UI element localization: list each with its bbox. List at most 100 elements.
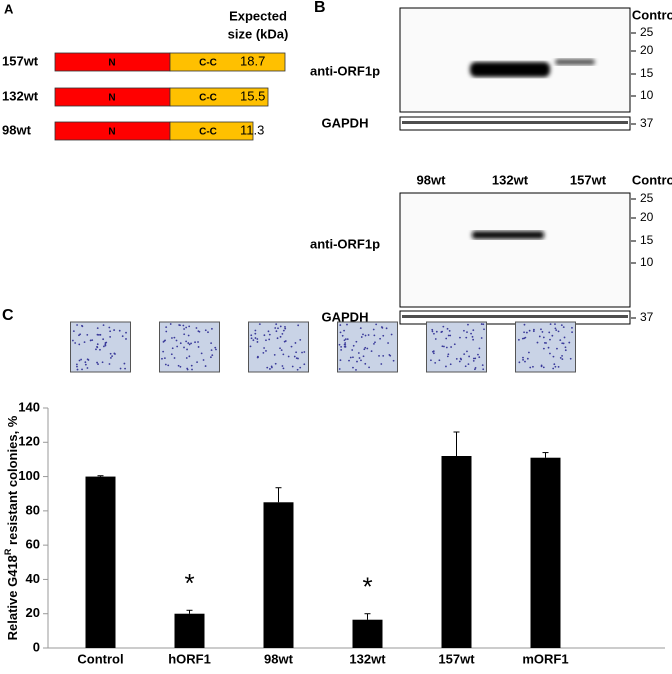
colony (367, 334, 370, 336)
colony (197, 346, 200, 348)
colony (441, 345, 444, 348)
colony (197, 341, 199, 343)
plate (426, 321, 487, 373)
marker-label: 37 (640, 116, 654, 130)
colony (364, 346, 367, 349)
colony (542, 347, 545, 350)
colony (474, 366, 477, 369)
row-label: anti-ORF1p (310, 236, 380, 251)
colony (380, 363, 383, 365)
colony (517, 338, 520, 341)
colony (265, 339, 267, 342)
colony (564, 346, 567, 349)
bar (352, 619, 383, 648)
gapdh-band (402, 121, 628, 124)
significance: * (362, 572, 372, 602)
colony (254, 329, 257, 332)
colony (299, 338, 302, 341)
colony (433, 332, 435, 335)
y-axis-label: Relative G418R resistant colonies, % (3, 415, 20, 640)
bar (263, 502, 294, 648)
y-tick-label: 0 (33, 639, 40, 654)
colony (250, 337, 253, 340)
colony (291, 365, 294, 368)
colony (549, 323, 552, 326)
colony (96, 333, 99, 336)
colony (207, 331, 209, 334)
colony (125, 338, 127, 340)
bar (441, 456, 472, 648)
colony (453, 343, 456, 346)
colony (467, 363, 470, 366)
colony (179, 365, 182, 368)
colony (477, 353, 479, 356)
y-tick-label: 60 (26, 537, 40, 552)
colony (202, 359, 205, 361)
colony (164, 363, 167, 366)
colony (96, 345, 98, 348)
colony (352, 356, 354, 359)
colony (341, 334, 344, 337)
band (555, 59, 595, 65)
colony (102, 345, 105, 348)
colony (86, 358, 89, 361)
lane-label: 132wt (492, 172, 529, 187)
colony (543, 341, 546, 344)
colony (188, 355, 191, 358)
y-tick-label: 40 (26, 571, 40, 586)
colony (532, 365, 534, 368)
colony (549, 352, 551, 355)
colony (568, 341, 571, 344)
y-tick-label: 80 (26, 502, 40, 517)
colony (362, 355, 365, 358)
colony (557, 365, 560, 368)
colony (443, 345, 445, 348)
marker-label: 15 (640, 66, 654, 80)
colony (171, 347, 174, 350)
colony (472, 338, 475, 341)
colony (447, 353, 450, 356)
colony (338, 368, 341, 370)
colony (431, 350, 434, 353)
colony (81, 324, 83, 327)
colony (561, 354, 563, 357)
colony (523, 331, 525, 334)
colony (466, 331, 468, 334)
marker-label: 20 (640, 43, 654, 57)
plate (337, 321, 398, 373)
colony (533, 328, 535, 331)
colony (518, 361, 521, 364)
colony (182, 324, 185, 327)
colony (175, 339, 178, 342)
blot (399, 7, 631, 113)
colony (176, 345, 179, 348)
colony (478, 356, 481, 359)
colony (372, 328, 375, 331)
colony (170, 353, 173, 356)
marker-label: 15 (640, 233, 654, 247)
bar (530, 457, 561, 648)
colony (364, 334, 367, 337)
y-label-part: R (3, 548, 13, 555)
colony (340, 345, 343, 348)
colony (86, 333, 89, 336)
colony (373, 334, 376, 337)
construct-name: 132wt (2, 88, 39, 103)
colony (96, 361, 98, 364)
colony (455, 357, 458, 360)
colony (76, 324, 78, 326)
colony (186, 348, 188, 351)
colony (556, 347, 558, 350)
colony (540, 365, 543, 368)
colony (177, 364, 180, 367)
marker-label: 37 (640, 310, 654, 324)
colony (75, 363, 78, 366)
x-tick-label: Control (77, 651, 123, 666)
x-tick-label: mORF1 (522, 651, 568, 666)
colony (256, 355, 259, 358)
colony (256, 338, 259, 340)
colony (339, 324, 342, 326)
colony (108, 326, 111, 329)
colony (179, 342, 182, 345)
colony (378, 354, 380, 357)
